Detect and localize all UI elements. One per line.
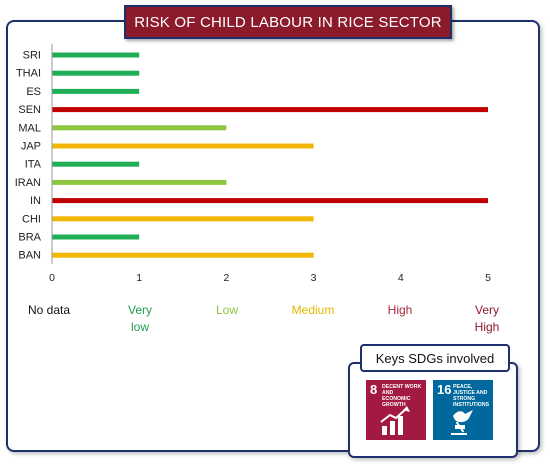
bar bbox=[52, 161, 140, 167]
bar bbox=[52, 179, 227, 185]
x-tick-labels: 0 1 2 3 4 5 bbox=[49, 272, 491, 284]
bar bbox=[52, 52, 140, 58]
category-labels: SRI THAI ES SEN MAL JAP ITA IRAN IN CHI BRA BAN bbox=[15, 50, 42, 262]
legend-item: Very High bbox=[474, 303, 500, 334]
x-tick-label: 2 bbox=[223, 272, 229, 284]
chart-title: RISK OF CHILD LABOUR IN RICE SECTOR bbox=[124, 5, 452, 39]
sdg-tile-number: 8 bbox=[370, 382, 378, 397]
category-label: ES bbox=[26, 86, 41, 98]
x-tick-label: 1 bbox=[136, 272, 142, 284]
bar bbox=[52, 107, 488, 113]
sdg-tile-8: 8 DECENT WORK AND ECONOMIC GROWTH bbox=[366, 380, 426, 440]
dove-gavel-icon bbox=[451, 410, 473, 435]
category-label: BAN bbox=[18, 250, 41, 262]
bar bbox=[52, 234, 140, 240]
bar bbox=[52, 143, 314, 149]
category-label: THAI bbox=[16, 68, 41, 80]
sdg-tile-text: DECENT WORK AND ECONOMIC GROWTH bbox=[382, 384, 422, 408]
legend-item: Low bbox=[215, 303, 238, 317]
legend-item: Medium bbox=[291, 303, 335, 317]
category-label: MAL bbox=[18, 122, 41, 134]
sdg-title: Keys SDGs involved bbox=[360, 344, 510, 372]
legend-item: High bbox=[387, 303, 413, 317]
legend-item: Very low bbox=[127, 303, 152, 334]
bar bbox=[52, 70, 140, 76]
bars-layer bbox=[52, 52, 488, 258]
category-label: IN bbox=[30, 195, 41, 207]
sdg-tile-number: 16 bbox=[437, 382, 452, 397]
category-label: SEN bbox=[18, 104, 41, 116]
x-tick-label: 0 bbox=[49, 272, 55, 284]
category-label: ITA bbox=[25, 159, 42, 171]
bar bbox=[52, 88, 140, 94]
category-label: SRI bbox=[23, 50, 41, 62]
sdg-tile-16: 16 PEACE, JUSTICE AND STRONG INSTITUTION… bbox=[433, 380, 493, 440]
x-tick-label: 4 bbox=[398, 272, 404, 284]
bar bbox=[52, 198, 488, 204]
category-label: IRAN bbox=[15, 177, 41, 189]
sdg-tile-text: PEACE, JUSTICE AND STRONG INSTITUTIONS bbox=[453, 384, 490, 408]
bar bbox=[52, 252, 314, 258]
legend-item: No data bbox=[28, 303, 71, 317]
x-tick-label: 3 bbox=[311, 272, 317, 284]
growth-chart-icon bbox=[380, 406, 410, 435]
category-label: BRA bbox=[18, 232, 41, 244]
category-label: JAP bbox=[21, 141, 41, 153]
category-label: CHI bbox=[22, 213, 41, 225]
bar bbox=[52, 216, 314, 222]
bar bbox=[52, 125, 227, 131]
x-tick-label: 5 bbox=[485, 272, 491, 284]
